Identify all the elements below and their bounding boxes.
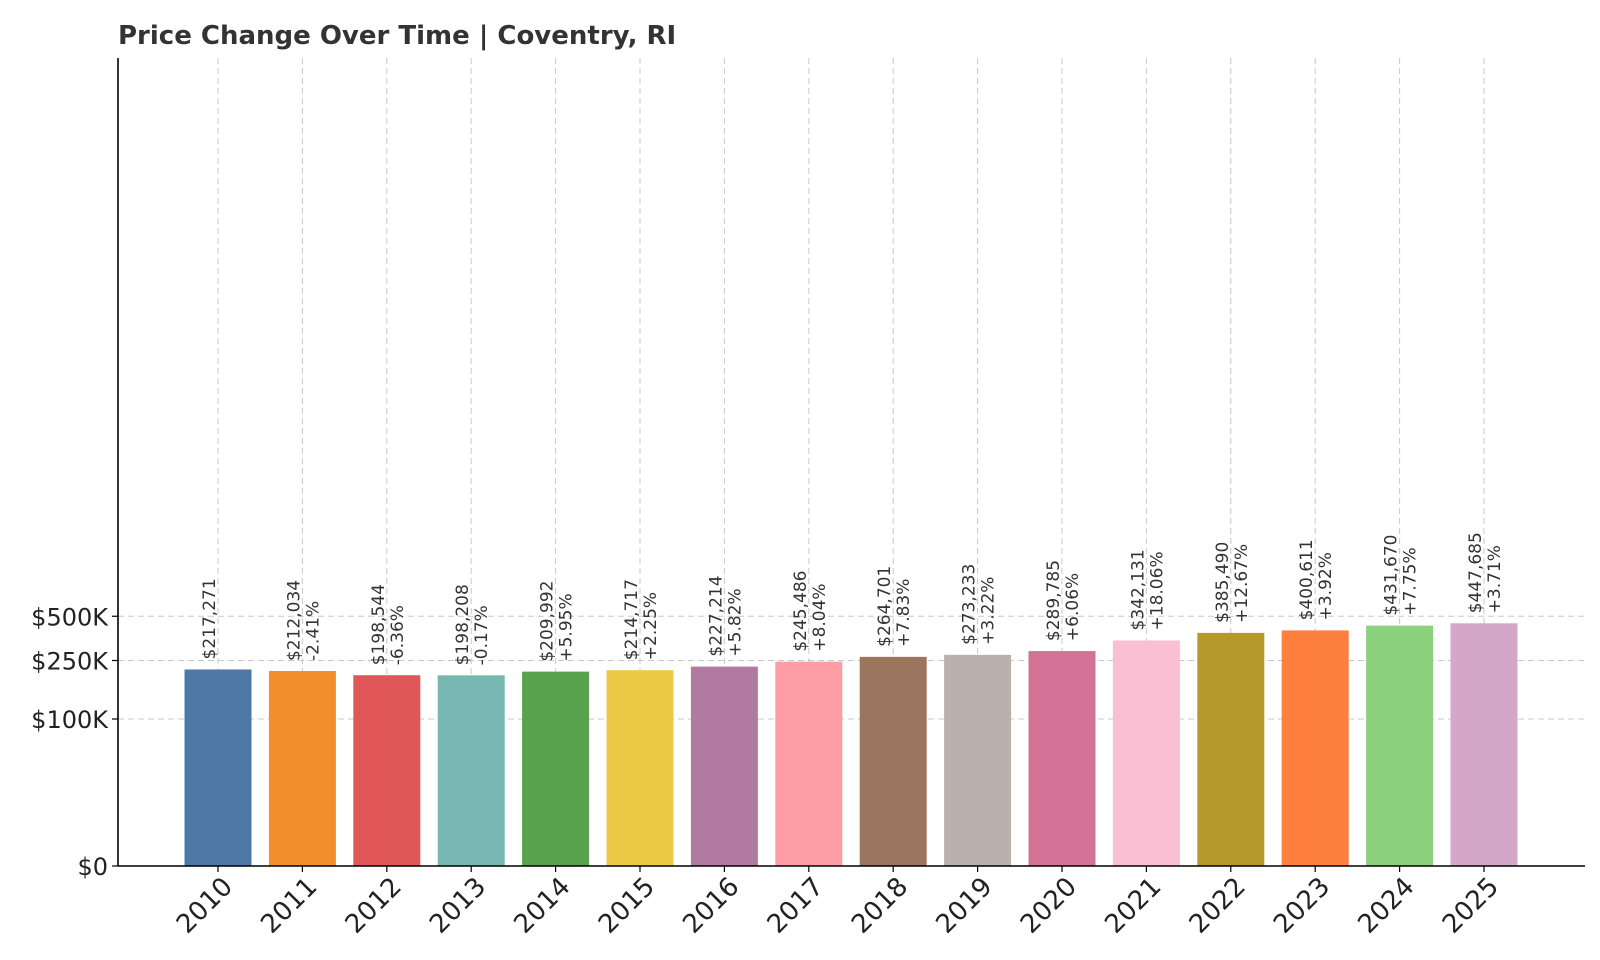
x-tick-label: 2024 — [1353, 872, 1421, 940]
change-label: +3.71% — [1485, 545, 1505, 613]
change-label: +3.22% — [979, 577, 999, 645]
value-label: $342,131 — [1128, 549, 1148, 630]
value-label: $447,685 — [1466, 532, 1486, 613]
value-label: $209,992 — [538, 581, 558, 662]
value-label: $264,701 — [875, 566, 895, 647]
bar-2019 — [944, 654, 1012, 866]
change-label: +7.83% — [894, 579, 914, 647]
value-label: $227,214 — [706, 575, 726, 656]
value-label: $400,611 — [1297, 539, 1317, 620]
change-label: +3.92% — [1316, 552, 1336, 620]
value-label: $431,670 — [1382, 535, 1402, 616]
x-tick-label: 2025 — [1437, 872, 1505, 940]
x-tick-label: 2015 — [593, 872, 661, 940]
chart-title: Price Change Over Time | Coventry, RI — [118, 21, 676, 51]
value-label: $198,544 — [369, 584, 389, 665]
change-label: +7.75% — [1401, 547, 1421, 615]
x-tick-label: 2018 — [846, 872, 914, 940]
bar-2015 — [606, 670, 674, 866]
value-label: $214,717 — [622, 579, 642, 660]
change-label: +5.95% — [557, 593, 577, 661]
x-tick-label: 2019 — [931, 872, 999, 940]
y-tick-label: $0 — [77, 853, 108, 881]
x-tick-label: 2014 — [509, 872, 577, 940]
x-tick-label: 2020 — [1015, 872, 1083, 940]
x-tick-label: 2023 — [1268, 872, 1336, 940]
bar-2021 — [1112, 640, 1180, 866]
value-label: $289,785 — [1044, 560, 1064, 641]
change-label: -0.17% — [472, 605, 492, 665]
x-tick-label: 2012 — [340, 872, 408, 940]
bar-2023 — [1281, 630, 1349, 866]
grid-lines — [118, 58, 1585, 866]
x-tick-label: 2013 — [424, 872, 492, 940]
value-label: $212,034 — [284, 580, 304, 661]
change-label: +18.06% — [1147, 551, 1167, 630]
bar-2010 — [184, 669, 252, 866]
x-tick-label: 2022 — [1184, 872, 1252, 940]
y-tick-label: $500K — [31, 603, 109, 631]
bar-2022 — [1197, 632, 1265, 866]
bar-2024 — [1366, 625, 1434, 866]
change-label: +6.06% — [1063, 573, 1083, 641]
value-label: $217,271 — [200, 578, 220, 659]
change-label: +12.67% — [1232, 544, 1252, 623]
change-label: +8.04% — [810, 583, 830, 651]
bar-2012 — [353, 675, 421, 866]
bar-2018 — [859, 656, 927, 866]
y-tick-label: $250K — [31, 648, 109, 676]
x-tick-label: 2016 — [677, 872, 745, 940]
change-label: +5.82% — [725, 588, 745, 656]
change-label: +2.25% — [641, 592, 661, 660]
x-tick-label: 2010 — [171, 872, 239, 940]
x-tick-label: 2017 — [762, 872, 830, 940]
data-labels: $217,271 $212,034 -2.41% $198,544 -6.36% $198… — [200, 532, 1505, 665]
value-label: $198,208 — [453, 584, 473, 665]
bar-2025 — [1450, 623, 1518, 866]
x-tick-label: 2011 — [255, 872, 323, 940]
x-axis-ticks: 2010 2011 2012 2013 2014 2015 2016 2017 2018 2019… — [171, 866, 1505, 940]
value-label: $273,233 — [960, 564, 980, 645]
y-axis-ticks: $0 $100K $250K $500K — [31, 603, 118, 881]
bar-2011 — [268, 671, 336, 866]
bar-2017 — [775, 661, 843, 866]
bars — [184, 623, 1518, 866]
value-label: $245,486 — [791, 571, 811, 652]
axes — [117, 58, 1585, 867]
change-label: -2.41% — [303, 601, 323, 661]
bar-2013 — [437, 675, 505, 866]
change-label: -6.36% — [388, 605, 408, 665]
bar-2016 — [690, 666, 758, 866]
bar-2014 — [522, 671, 590, 866]
y-tick-label: $100K — [31, 706, 109, 734]
bar-2020 — [1028, 651, 1096, 866]
x-tick-label: 2021 — [1099, 872, 1167, 940]
value-label: $385,490 — [1213, 542, 1233, 623]
